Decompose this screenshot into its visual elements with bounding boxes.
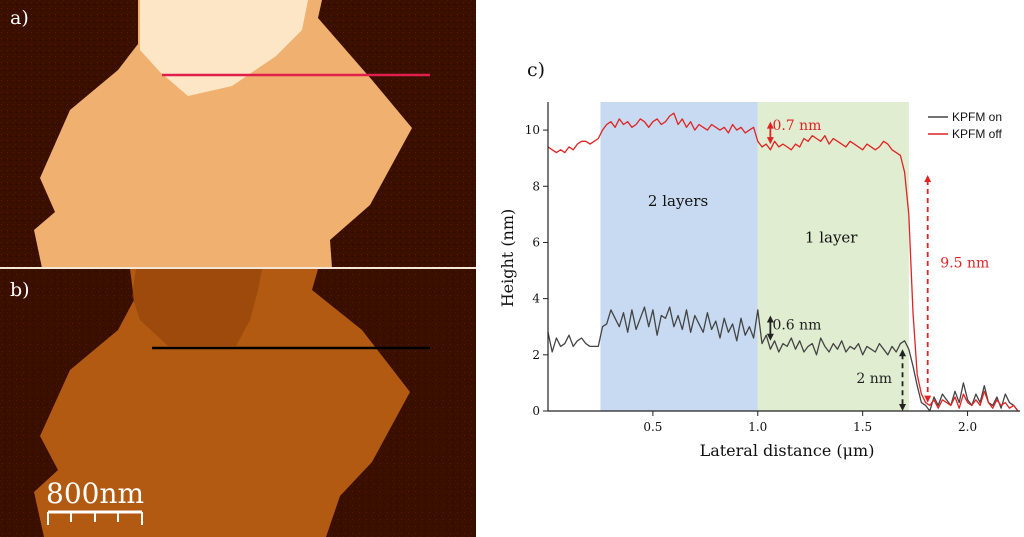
afm-a-flake-top-layer (140, 0, 308, 96)
profile-chart: c) 2 layers 1 layer 0.7 nm 0.6 nm 9.5 nm 2 n… (498, 59, 1020, 460)
scale-bar: 800nm (46, 477, 144, 525)
x-tick-label: 1.5 (853, 420, 872, 434)
height-on-annotation-arrowhead-down (899, 404, 907, 411)
region-layer: 2 layers 1 layer (600, 102, 909, 411)
scale-bar-label: 800nm (46, 477, 144, 510)
y-tick-label: 6 (532, 235, 540, 249)
legend-label: KPFM off (952, 127, 1002, 141)
x-tick-label: 1.0 (748, 420, 767, 434)
one-layer-region (757, 102, 909, 411)
height-off-annotation-arrowhead-down (924, 395, 932, 403)
step-on-annotation-arrowhead-down (766, 333, 774, 341)
step-off-annotation-arrowhead-down (766, 137, 774, 145)
panel-label-a: a) (10, 7, 29, 29)
step-off-annotation-label: 0.7 nm (772, 118, 821, 134)
axes: 0 2 4 6 8 10 0.5 1.0 1.5 2.0 (525, 102, 1020, 434)
one-layer-region-label: 1 layer (805, 228, 858, 246)
series-layer (547, 112, 1019, 412)
y-tick-label: 10 (525, 123, 540, 137)
y-tick-label: 2 (532, 348, 540, 362)
y-axis-label: Height (nm) (498, 209, 517, 308)
x-tick-label: 2.0 (958, 420, 977, 434)
legend-label: KPFM on (952, 110, 1002, 124)
y-tick-label: 8 (532, 179, 540, 193)
x-tick-label: 0.5 (643, 420, 662, 434)
afm-b-flake (34, 269, 410, 537)
series-line-kpfm-off (547, 112, 1019, 412)
step-off-annotation-arrowhead-up (766, 121, 774, 129)
afm-a-flake (34, 0, 412, 268)
step-on-annotation-label: 0.6 nm (772, 318, 821, 334)
two-layers-region-label: 2 layers (648, 192, 708, 210)
step-on-annotation-arrowhead-up (766, 315, 774, 323)
series-line-kpfm-on (547, 306, 1019, 412)
two-layers-region (600, 102, 758, 411)
height-on-annotation-arrowhead-up (899, 349, 907, 357)
height-off-annotation-label: 9.5 nm (940, 256, 989, 272)
panel-label-b: b) (10, 279, 30, 301)
x-axis-label: Lateral distance (μm) (700, 441, 875, 460)
legend: KPFM on KPFM off (928, 110, 1002, 141)
afm-image-a: a) (0, 0, 476, 268)
height-on-annotation-label: 2 nm (856, 371, 892, 387)
afm-b-flake-lower-layer (132, 269, 262, 346)
afm-image-b: b) 800nm (0, 269, 476, 537)
y-tick-label: 0 (532, 404, 540, 418)
height-off-annotation-arrowhead-up (924, 175, 932, 183)
annotation-layer: 0.7 nm 0.6 nm 9.5 nm 2 nm (766, 118, 989, 411)
panel-label-c: c) (527, 59, 545, 81)
y-tick-label: 4 (532, 292, 540, 306)
